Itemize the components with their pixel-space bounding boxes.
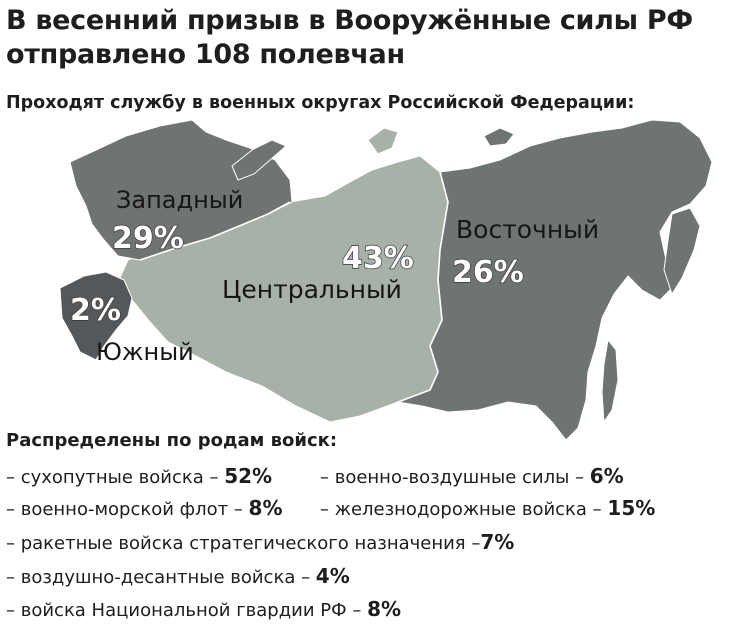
branch-item: – военно-морской флот – 8% — [6, 496, 283, 522]
region-east-kamchatka-shape — [663, 207, 701, 296]
branch-label: – военно-воздушные силы – — [320, 467, 590, 488]
region-east-shape — [396, 119, 713, 441]
russia-districts-map: Западный 29% 43% Центральный Восточный 2… — [59, 119, 713, 441]
headline-line-2: отправлено 108 полевчан — [6, 39, 405, 70]
region-south-name: Южный — [96, 338, 194, 366]
branch-item: – военно-воздушные силы – 6% — [320, 464, 624, 490]
branch-item: – воздушно-десантные войска – 4% — [6, 564, 350, 590]
region-central-percent: 43% — [342, 241, 414, 276]
region-west-island-shape — [231, 139, 287, 181]
branch-value: 15% — [607, 496, 656, 520]
branch-label: – железнодорожные войска – — [320, 499, 608, 520]
branch-item: – сухопутные войска – 52% — [6, 464, 272, 490]
branch-label: – войска Национальной гвардии РФ – — [6, 600, 368, 621]
branch-value: 6% — [589, 464, 624, 488]
branch-value: 8% — [367, 597, 402, 621]
branch-value: 8% — [248, 496, 283, 520]
map-caption: Проходят службу в военных округах Россий… — [6, 93, 635, 113]
branch-label: – военно-морской флот – — [6, 499, 249, 520]
branch-value: 4% — [315, 564, 350, 588]
region-west-percent: 29% — [112, 221, 184, 256]
branch-label: – сухопутные войска – — [6, 467, 225, 488]
branch-value: 7% — [480, 530, 515, 554]
branch-value: 52% — [224, 464, 273, 488]
branch-label: – воздушно-десантные войска – — [6, 567, 316, 588]
headline: В весенний призыв в Вооружённые силы РФ … — [6, 4, 746, 72]
region-east-name: Восточный — [456, 215, 599, 244]
branches-heading: Распределены по родам войск: — [6, 430, 338, 451]
branch-item: – железнодорожные войска – 15% — [320, 496, 655, 522]
district-borders — [139, 171, 449, 403]
branch-item: – ракетные войска стратегического назнач… — [6, 530, 514, 556]
region-east-percent: 26% — [452, 255, 524, 290]
region-east-island-shape — [483, 127, 515, 147]
region-central-island-shape — [367, 127, 399, 155]
region-east-sakhalin-shape — [601, 338, 619, 424]
region-central-name: Центральный — [222, 275, 402, 304]
region-south-percent: 2% — [70, 293, 121, 328]
region-west-name: Западный — [116, 186, 243, 214]
branch-label: – ракетные войска стратегического назнач… — [6, 533, 481, 554]
headline-line-1: В весенний призыв в Вооружённые силы РФ — [6, 5, 693, 36]
branch-item: – войска Национальной гвардии РФ – 8% — [6, 597, 401, 623]
region-south-shape — [59, 271, 133, 361]
